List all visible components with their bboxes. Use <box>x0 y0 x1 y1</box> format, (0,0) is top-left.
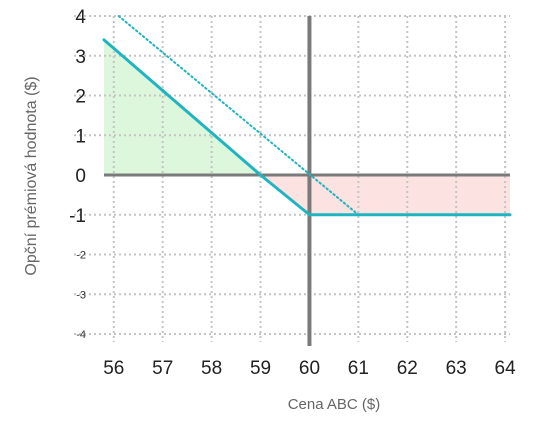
gridlines <box>74 15 510 342</box>
y-tick-label: 3 <box>75 47 86 68</box>
x-tick-label: 64 <box>495 358 517 379</box>
y-tick-label: 1 <box>75 126 86 147</box>
y-tick-label: 0 <box>75 166 86 187</box>
reference-dotted-line <box>117 15 511 216</box>
x-tick-label: 63 <box>446 358 467 379</box>
x-tick-label: 58 <box>201 358 222 379</box>
y-tick-labels: 4 3 2 1 0 -1 -2 -3 -4 <box>69 7 86 341</box>
series <box>102 15 512 217</box>
x-axis-title: Cena ABC ($) <box>288 396 381 413</box>
y-tick-label: -4 <box>76 329 86 341</box>
x-tick-label: 56 <box>103 358 124 379</box>
x-tick-label: 60 <box>299 358 320 379</box>
axes <box>104 16 510 346</box>
x-tick-label: 59 <box>250 358 271 379</box>
y-tick-label: 2 <box>75 87 86 108</box>
payoff-line <box>102 38 512 217</box>
loss-region <box>260 175 510 215</box>
shaded-regions <box>104 39 510 215</box>
y-tick-label: -3 <box>76 289 86 301</box>
x-tick-label: 62 <box>397 358 418 379</box>
x-tick-labels: 56 57 58 59 60 61 62 63 64 <box>103 358 516 379</box>
y-tick-label: -2 <box>76 250 86 262</box>
y-tick-label: 4 <box>75 7 86 28</box>
x-tick-label: 57 <box>152 358 173 379</box>
y-axis-title: Opční prémiová hodnota ($) <box>23 76 40 275</box>
x-tick-label: 61 <box>348 358 369 379</box>
y-tick-label: -1 <box>69 206 86 227</box>
